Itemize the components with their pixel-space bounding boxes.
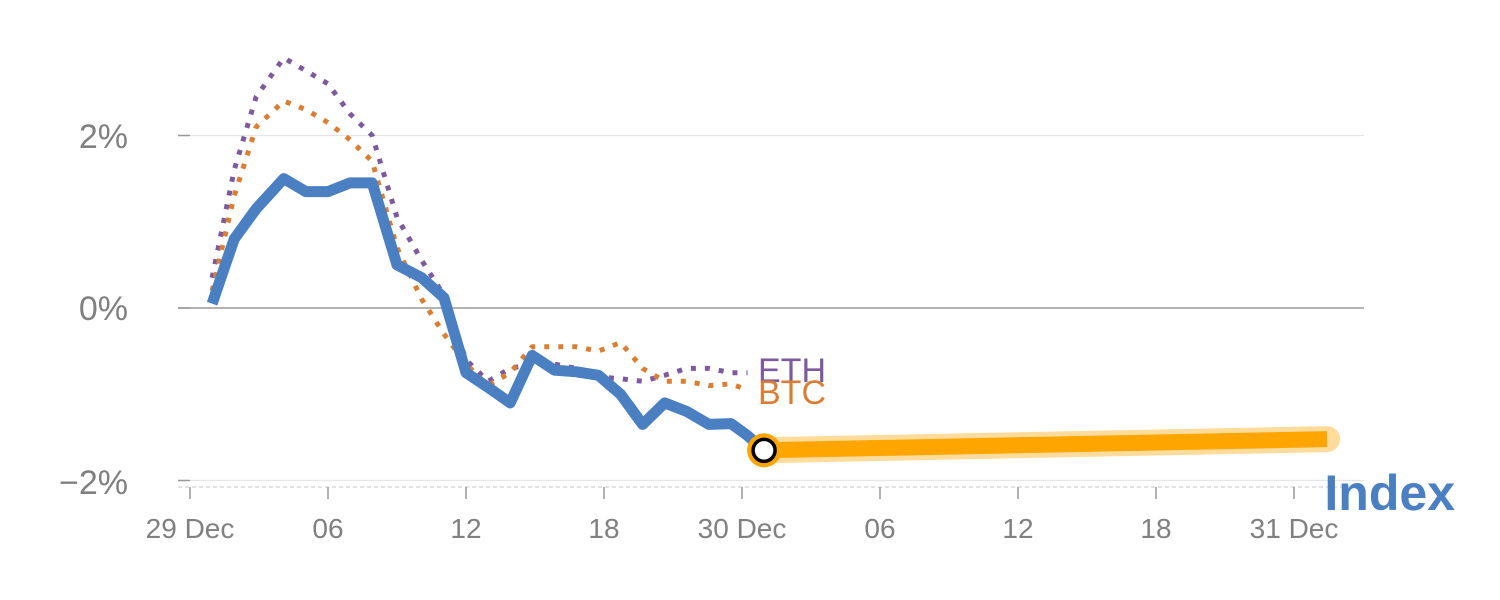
x-tick-label: 18 <box>1140 513 1171 544</box>
x-tick-label: 12 <box>1002 513 1033 544</box>
x-axis: 29 Dec 06 12 18 30 Dec 06 12 18 31 Dec <box>146 486 1364 544</box>
x-tick-label: 31 Dec <box>1250 513 1339 544</box>
series-line-index-projection <box>763 431 1328 459</box>
x-tick-label: 06 <box>864 513 895 544</box>
series-label-index: Index <box>1324 465 1455 521</box>
series-line-btc <box>209 98 749 393</box>
x-tick-label: 30 Dec <box>698 513 787 544</box>
series-line-eth <box>209 55 748 384</box>
series-line-index <box>206 173 768 455</box>
current-point-marker <box>751 437 777 464</box>
x-tick-label: 12 <box>450 513 481 544</box>
series-label-btc: BTC <box>758 374 826 412</box>
series-label-eth: ETH <box>758 352 826 390</box>
y-tick-label: −2% <box>59 464 128 502</box>
series-layer <box>206 55 1341 468</box>
x-tick-label: 18 <box>588 513 619 544</box>
y-axis: 2% 0% −2% <box>59 118 128 502</box>
y-tick-label: 2% <box>79 118 128 156</box>
grid-lines <box>178 134 1364 482</box>
x-tick-label: 06 <box>312 513 343 544</box>
x-tick-label: 29 Dec <box>146 513 235 544</box>
y-tick-label: 0% <box>79 290 128 328</box>
